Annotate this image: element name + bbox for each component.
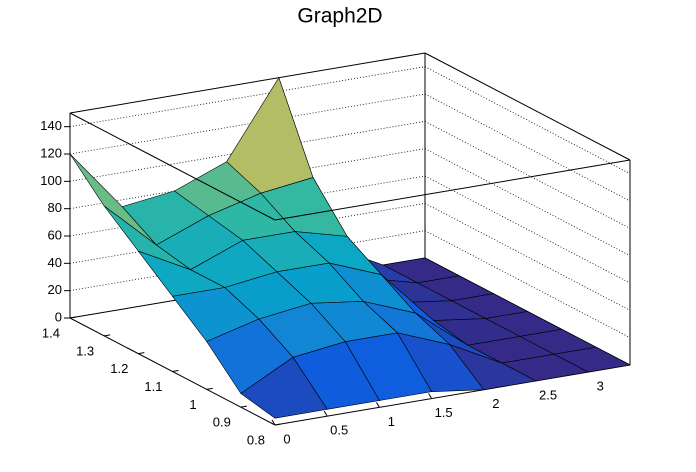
grid-line — [424, 202, 631, 311]
axis-box — [69, 112, 276, 221]
z-tick-label: 40 — [48, 255, 62, 270]
x-tick-label: 2.5 — [539, 387, 557, 402]
y-tick-label: 1 — [189, 397, 196, 412]
z-tick-label: 120 — [40, 145, 62, 160]
x-tick-label: 1.5 — [435, 405, 453, 420]
y-tick-label: 1.3 — [76, 343, 94, 358]
x-tick-label: 1 — [388, 414, 395, 429]
x-tick — [323, 410, 328, 417]
z-tick-label: 60 — [48, 227, 62, 242]
z-tick-label: 140 — [40, 118, 62, 133]
x-tick-label: 0 — [283, 431, 290, 446]
axis-box — [424, 52, 631, 161]
grid-line — [424, 93, 631, 202]
chart-title: Graph2D — [297, 5, 382, 28]
y-tick — [104, 334, 111, 337]
y-tick-label: 1.2 — [110, 361, 128, 376]
grid-line — [424, 120, 631, 229]
x-tick — [271, 419, 276, 426]
y-tick-label: 0.9 — [213, 415, 231, 430]
x-tick-label: 3 — [597, 378, 604, 393]
y-tick — [172, 370, 179, 372]
y-tick — [274, 423, 282, 426]
x-tick-label: 0.5 — [330, 423, 348, 438]
y-tick — [240, 405, 247, 408]
grid-line — [424, 66, 631, 175]
axis-box — [69, 52, 426, 114]
z-tick-label: 80 — [48, 200, 62, 215]
x-tick — [428, 393, 433, 399]
y-tick — [69, 316, 77, 319]
x-tick — [375, 402, 380, 408]
z-tick-label: 20 — [48, 282, 62, 297]
z-tick-label: 0 — [55, 309, 62, 324]
surface-cell — [240, 356, 328, 419]
x-tick-label: 2 — [492, 396, 499, 411]
grid-line — [69, 66, 426, 128]
y-tick-label: 1.4 — [42, 325, 60, 340]
z-tick-label: 100 — [40, 173, 62, 188]
y-tick-label: 1.1 — [144, 379, 162, 394]
grid-line — [424, 148, 631, 257]
axis-box — [274, 159, 631, 221]
grid-line — [424, 230, 631, 339]
y-tick — [138, 352, 145, 355]
y-tick-label: 0.8 — [247, 432, 265, 447]
grid-line — [424, 175, 631, 284]
y-tick — [206, 387, 213, 390]
